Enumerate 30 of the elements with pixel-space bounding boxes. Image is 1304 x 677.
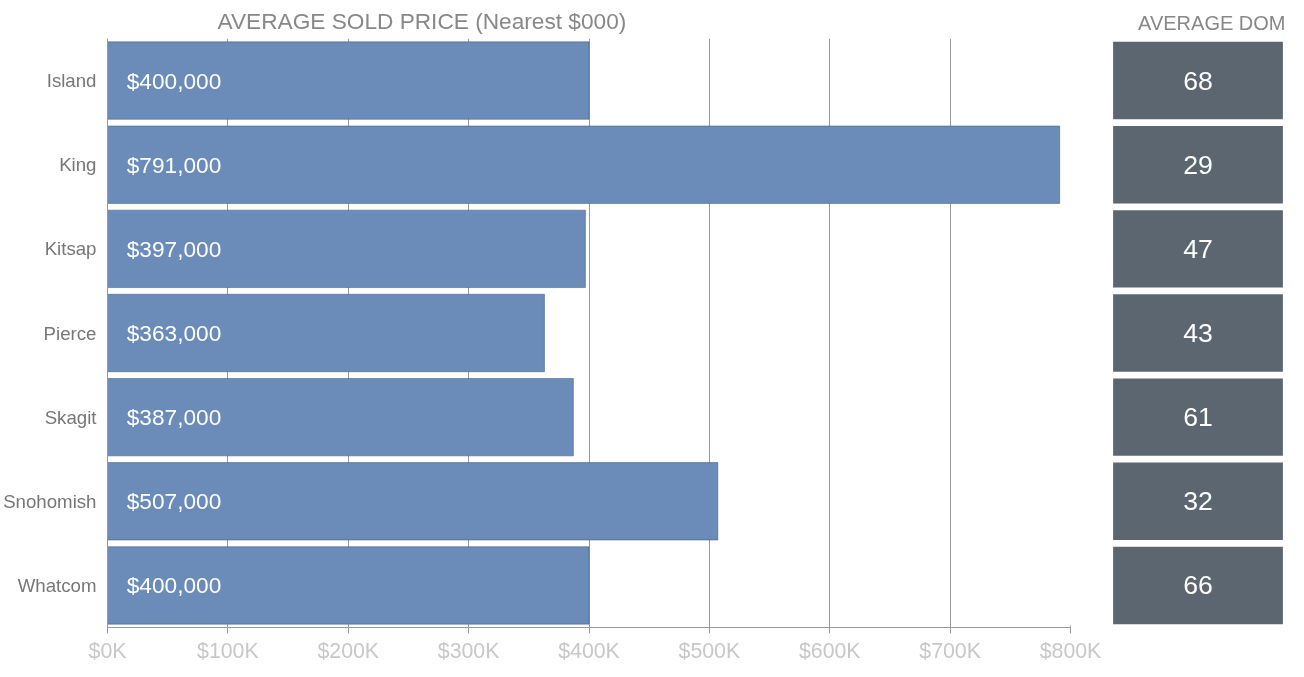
bar [107,125,1060,204]
data-label: 29 [1183,149,1213,180]
data-label: 66 [1183,570,1213,601]
data-label: 68 [1183,65,1213,96]
y-tick-label: Island [46,70,97,92]
data-label: $507,000 [126,488,222,515]
bar [107,462,719,541]
bar [107,294,545,372]
y-tick-label: Whatcom [17,574,97,596]
bar [107,378,574,457]
data-label: 47 [1183,233,1213,264]
y-tick-label: Pierce [43,322,97,344]
bar [107,41,590,120]
data-label: $400,000 [126,572,222,599]
chart-title: AVERAGE SOLD PRICE (Nearest $000) [217,7,627,34]
y-tick-label: Snohomish [3,490,97,512]
data-label: $387,000 [126,404,222,431]
data-label: $400,000 [126,67,222,94]
data-label: 43 [1183,318,1213,348]
bar [107,209,586,288]
data-label: $791,000 [126,151,222,178]
text: AVERAGE DOM [1138,11,1286,34]
data-label: $363,000 [126,320,222,346]
y-tick-label: Kitsap [44,238,97,260]
y-tick-label: Skagit [44,406,98,428]
data-label: 32 [1183,486,1213,517]
bar [107,546,590,625]
data-label: 61 [1183,402,1213,433]
y-tick-label: King [59,154,97,176]
data-label: $397,000 [126,235,222,262]
